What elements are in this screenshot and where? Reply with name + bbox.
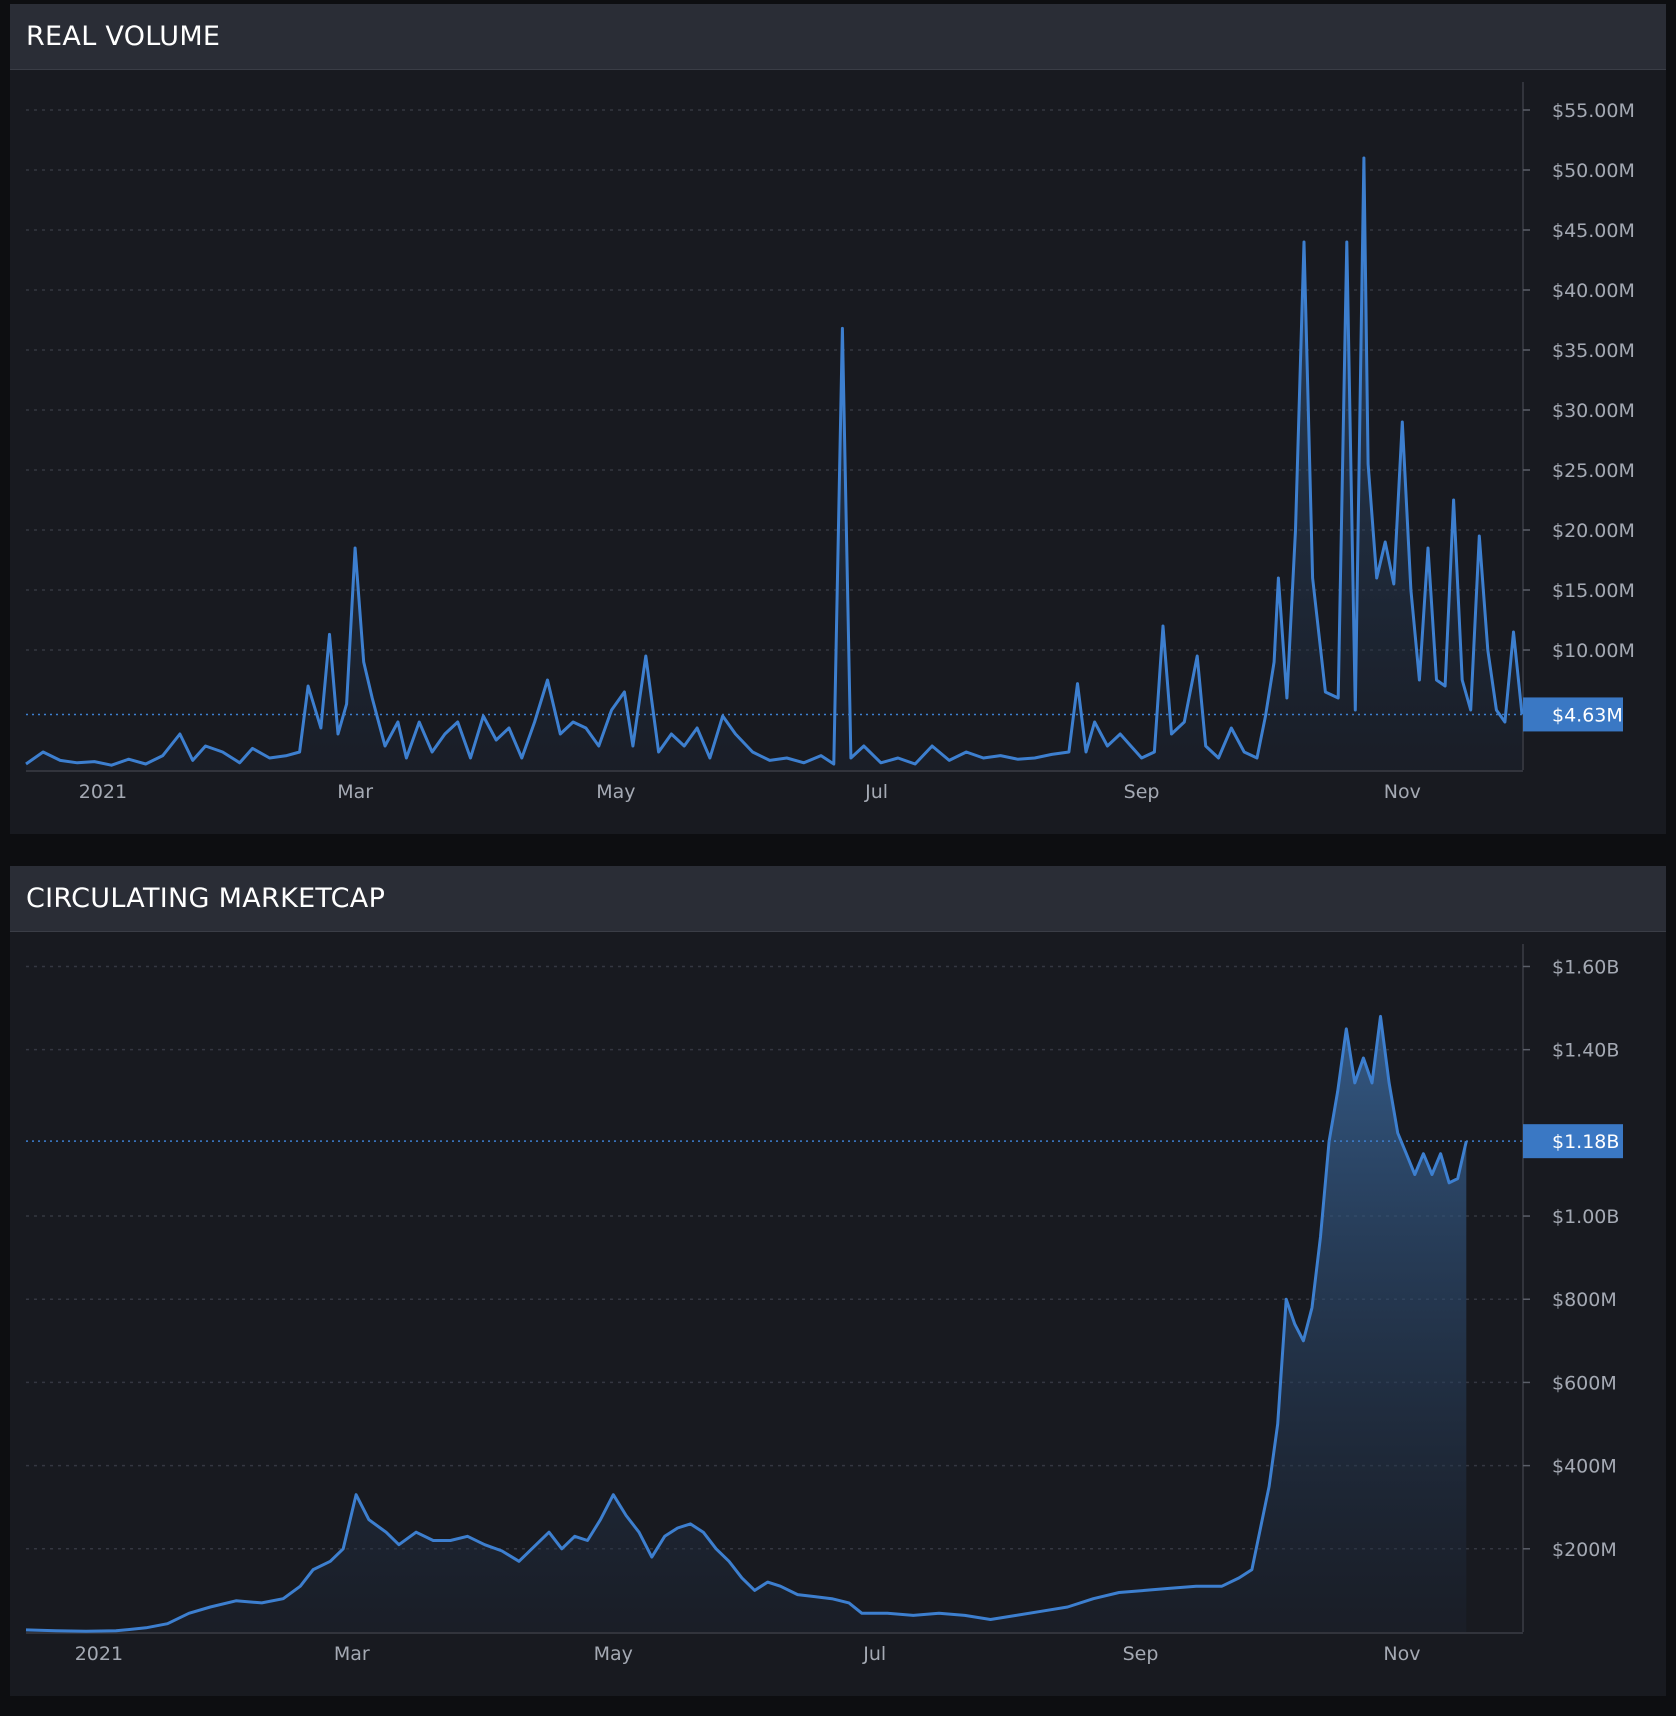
y-tick-label: $1.40B [1552,1040,1619,1062]
y-tick-label: $30.00M [1552,400,1635,422]
x-tick-label: May [594,1643,633,1665]
x-tick-label: May [596,781,635,803]
y-tick-label: $35.00M [1552,340,1635,362]
circulating-marketcap-chart[interactable]: $200M $400M $600M $800M $1.00B $1.40B $1.60B 20… [10,932,1666,1696]
x-tick-label: Sep [1123,1643,1159,1665]
y-tick-label: $15.00M [1552,580,1635,602]
current-value-label: $4.63M [1552,704,1623,726]
circulating-marketcap-panel: CIRCULATING MARKETCAP $200M $400M $600M $80… [10,866,1666,1696]
y-tick-label: $10.00M [1552,640,1635,662]
x-tick-label: Jul [862,1643,886,1665]
y-tick-label: $400M [1552,1456,1617,1478]
real-volume-panel: REAL VOLUME $10.00M $15.00M $20.00M $25.00M… [10,4,1666,834]
panel-title: CIRCULATING MARKETCAP [26,883,386,914]
y-tick-label: $55.00M [1552,100,1635,122]
y-tick-label: $45.00M [1552,220,1635,242]
current-value-badge [1523,1124,1623,1159]
current-value-badge [1523,697,1623,732]
x-tick-label: Sep [1124,781,1160,803]
y-tick-label: $50.00M [1552,160,1635,182]
x-tick-label: Mar [334,1643,370,1665]
x-tick-label: 2021 [75,1643,123,1665]
real-volume-header: REAL VOLUME [10,4,1666,70]
x-tick-label: Nov [1383,1643,1420,1665]
series-area [26,158,1522,770]
y-tick-label: $1.60B [1552,956,1619,978]
circulating-marketcap-header: CIRCULATING MARKETCAP [10,866,1666,932]
real-volume-chart[interactable]: $10.00M $15.00M $20.00M $25.00M $30.00M $35.0… [10,70,1666,834]
x-tick-label: Jul [864,781,888,803]
y-tick-label: $20.00M [1552,520,1635,542]
series-area [26,1016,1467,1632]
current-value-label: $1.18B [1552,1131,1619,1153]
x-tick-label: Nov [1384,781,1421,803]
x-tick-label: Mar [337,781,373,803]
y-tick-label: $800M [1552,1289,1617,1311]
y-tick-label: $600M [1552,1372,1617,1394]
y-tick-label: $40.00M [1552,280,1635,302]
y-tick-label: $1.00B [1552,1206,1619,1228]
series-line [25,156,1524,767]
panel-title: REAL VOLUME [26,21,221,52]
x-tick-label: 2021 [79,781,127,803]
series-line [25,1014,1468,1633]
y-tick-label: $200M [1552,1539,1617,1561]
y-tick-label: $25.00M [1552,460,1635,482]
